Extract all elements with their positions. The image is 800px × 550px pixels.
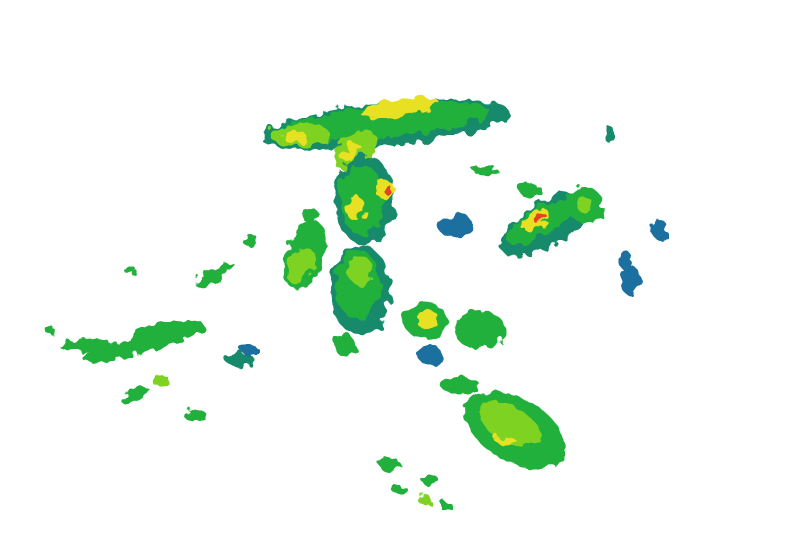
radar-echo-cell [577,197,593,213]
radar-echo-cell [620,265,640,295]
radar-echo-cell [60,338,110,352]
radar-echo-cell [340,143,360,161]
radar-echo-cell [80,339,160,361]
echo-scatter-south [380,457,400,473]
radar-echo-cell [439,500,451,510]
radar-echo-cell [335,333,355,357]
radar-echo-cell [283,131,307,143]
radar-echo-cell [478,401,542,449]
radar-echo-cell [392,486,408,494]
radar-echo-cell [604,127,616,143]
radar-echo-cell [124,266,136,274]
radar-echo-cell [520,441,560,469]
radar-echo-cell [286,245,314,285]
radar-echo-cell [419,494,431,506]
radar-echo-cell [302,207,318,223]
radar-echo-cell [360,98,440,118]
radar-echo-cell [418,345,442,365]
radar-echo-cell [495,435,515,445]
radar-echo-cell [416,311,440,329]
radar-echo-cell [518,184,542,196]
radar-echo-cell [225,354,255,366]
radar-echo-cell [384,185,392,195]
radar-echo-cell [473,165,497,175]
radar-echo-cell [652,220,668,240]
radar-echo-cell [242,344,258,356]
radar-echo-cell [345,196,365,220]
radar-echo-cell [455,310,505,350]
radar-echo-cell [619,250,631,270]
radar-echo-cell [533,213,547,223]
radar-echo-cell [45,326,55,334]
radar-echo-cell [437,213,473,237]
radar-echo-cell [242,234,258,246]
radar-echo-cell [195,262,235,288]
radar-echo-cell [422,474,438,486]
radar-echo-cell [348,255,372,285]
radar-echo-cell [440,377,480,393]
radar-echo-cell [121,385,149,405]
radar-echo-cell [183,410,207,420]
radar-echo-cell [150,376,170,384]
